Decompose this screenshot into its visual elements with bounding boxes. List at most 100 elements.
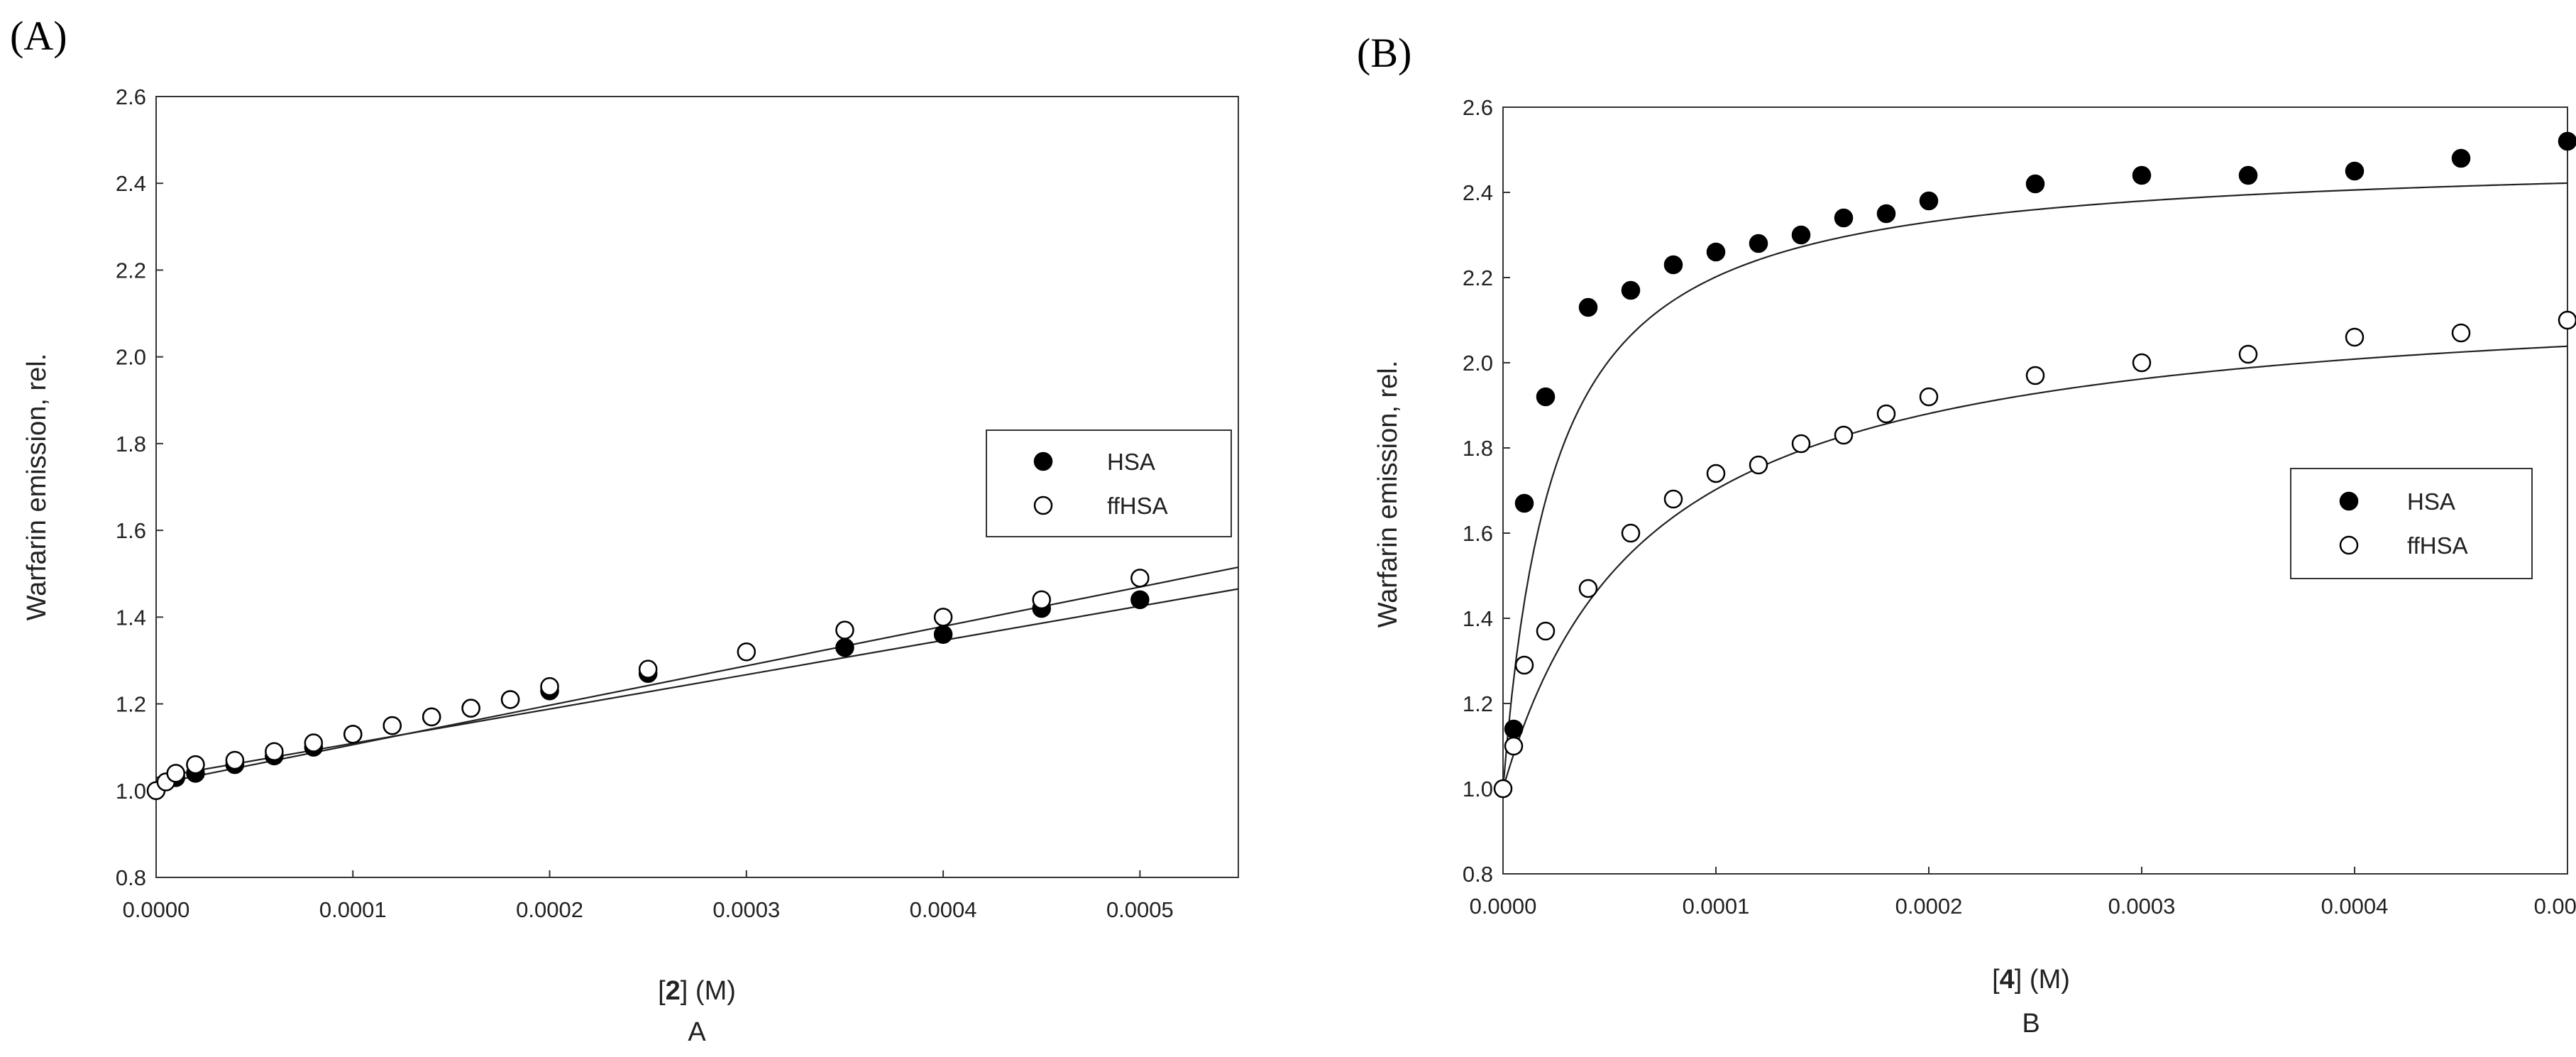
panel-a-ffhsa-point — [265, 742, 284, 762]
panel-b-hsa-point — [2558, 131, 2576, 151]
panel-a-ffhsa-fit-line — [155, 566, 1239, 785]
panel-b-hsa-point — [2345, 161, 2365, 181]
panel-b-x-axis-title: [4] (M) — [1992, 965, 2070, 995]
panel-b-x-tick-label: 0.0002 — [1895, 894, 1963, 919]
panel-a-hsa-point — [933, 625, 953, 645]
panel-a-y-tick-label: 1.6 — [116, 518, 146, 543]
panel-a-ffhsa-point — [500, 690, 520, 709]
panel-b-ffhsa-point — [1536, 621, 1556, 641]
panel-a-ffhsa-point — [1032, 590, 1051, 610]
panel-a-ffhsa-point — [382, 716, 402, 735]
panel-a-y-tick-label: 1.4 — [116, 605, 146, 630]
panel-a-ffhsa-point — [737, 642, 756, 662]
panel-a-legend-box — [986, 429, 1232, 537]
panel-a-y-tick-label: 2.4 — [116, 171, 146, 196]
panel-a-caption: A — [688, 1017, 706, 1047]
panel-b-y-tick-label: 0.8 — [1463, 862, 1493, 887]
panel-b-y-tick-label: 2.2 — [1463, 265, 1493, 290]
panel-a-y-tick-label: 2.2 — [116, 258, 146, 283]
panel-a-ffhsa-point — [933, 608, 953, 627]
panel-a-ffhsa-point — [638, 659, 658, 679]
panel-b-ffhsa-point — [1876, 404, 1896, 424]
panel-a-hsa-point — [835, 637, 854, 657]
panel-b-ffhsa-point — [1706, 464, 1726, 483]
panel-b-y-tick-label: 2.4 — [1463, 180, 1493, 205]
panel-a-label: (A) — [10, 13, 67, 59]
panel-b-ffhsa-point — [2451, 323, 2471, 343]
panel-b-legend: HSA ffHSA — [2290, 468, 2533, 579]
panel-a-y-tick-label: 0.8 — [116, 865, 146, 890]
panel-a-ffhsa-point — [1130, 569, 1150, 588]
panel-b-hsa-point — [1749, 234, 1768, 253]
panel-b-x-tick-label: 0.0004 — [2321, 894, 2389, 919]
panel-a-x-tick-label: 0.0000 — [123, 897, 190, 922]
panel-b-legend-ffhsa-marker — [2339, 535, 2359, 555]
panel-a-y-tick-label: 1.8 — [116, 432, 146, 456]
panel-b-ffhsa-point — [1493, 779, 1513, 799]
panel-b-y-tick-label: 1.2 — [1463, 691, 1493, 716]
panel-a-x-tick-label: 0.0005 — [1106, 897, 1174, 922]
panel-b-x-tick-label: 0.0005 — [2534, 894, 2576, 919]
panel-b-hsa-point — [1504, 719, 1524, 739]
panel-b-hsa-point — [2132, 165, 2152, 185]
panel-b-x-tick-label: 0.0001 — [1683, 894, 1750, 919]
panel-b-hsa-point — [1578, 297, 1598, 317]
panel-b-y-tick-label: 2.6 — [1463, 95, 1493, 120]
panel-b-ffhsa-point — [2345, 327, 2365, 347]
panel-b-ffhsa-point — [2558, 310, 2576, 330]
panel-a-legend-hsa-label: HSA — [1107, 449, 1155, 475]
panel-b-ffhsa-point — [1578, 579, 1598, 598]
panel-b-y-tick-label: 1.6 — [1463, 521, 1493, 546]
panel-b-hsa-point — [2025, 174, 2045, 194]
panel-b-caption: B — [2022, 1009, 2040, 1039]
panel-b-ffhsa-point — [1791, 434, 1811, 454]
panel-a-x-axis-title: [2] (M) — [658, 976, 736, 1006]
panel-a-x-tick-label: 0.0001 — [319, 897, 387, 922]
panel-b-hsa-point — [2451, 148, 2471, 168]
panel-b-ffhsa-point — [1919, 387, 1939, 407]
panel-a-ffhsa-point — [186, 755, 205, 774]
panel-b-ffhsa-point — [1514, 655, 1534, 675]
panel-a-ffhsa-point — [422, 707, 441, 727]
panel-a-x-tick-label: 0.0002 — [516, 897, 583, 922]
panel-b-x-tick-label: 0.0000 — [1470, 894, 1537, 919]
panel-b-y-tick-label: 1.0 — [1463, 777, 1493, 801]
panel-a-ffhsa-point — [304, 733, 324, 752]
panel-b-x-axis-compound: 4 — [2000, 965, 2015, 995]
panel-a-ffhsa-point — [225, 750, 245, 770]
panel-b-y-axis-title: Warfarin emission, rel. — [1373, 361, 1403, 628]
panel-b-label: (B) — [1357, 30, 1411, 76]
panel-b-hsa-point — [1621, 280, 1641, 300]
panel-a: (A) 0.8 1.0 1.2 1.4 1.6 1.8 2.0 2.2 2.4 2.6 0.000… — [10, 13, 1239, 1047]
panel-b-hsa-point — [1834, 208, 1854, 228]
panel-b-legend-box — [2290, 468, 2533, 579]
panel-b-y-tick-label: 2.0 — [1463, 351, 1493, 376]
panel-b-hsa-point — [1706, 242, 1726, 262]
panel-b-ffhsa-point — [1621, 523, 1641, 543]
panel-a-legend-hsa-marker — [1033, 451, 1053, 471]
panel-b-ffhsa-point — [2025, 366, 2045, 385]
panel-a-ffhsa-point — [166, 764, 185, 783]
panel-b-ffhsa-point — [1749, 455, 1768, 475]
panel-b-hsa-point — [2238, 165, 2258, 185]
panel-b-x-axis-unit: (M) — [2030, 965, 2070, 995]
panel-b-plot-frame — [1502, 106, 2568, 875]
panel-b-ffhsa-point — [2238, 344, 2258, 364]
panel-b-ffhsa-point — [1834, 425, 1854, 445]
panel-b-hsa-point — [1536, 387, 1556, 407]
panel-a-legend-ffhsa-marker — [1033, 495, 1053, 515]
panel-b-ffhsa-point — [1663, 489, 1683, 509]
panel-a-y-axis-title: Warfarin emission, rel. — [22, 354, 52, 621]
panel-b-ffhsa-point — [2132, 353, 2152, 373]
panel-b-legend-ffhsa-label: ffHSA — [2407, 532, 2468, 559]
panel-b-ffhsa-point — [1504, 736, 1524, 756]
panel-a-legend-ffhsa-label: ffHSA — [1107, 493, 1168, 519]
panel-a-legend: HSA ffHSA — [986, 429, 1232, 537]
panel-a-ffhsa-point — [835, 620, 854, 640]
panel-a-ffhsa-point — [540, 677, 559, 696]
panel-a-x-axis-unit: (M) — [695, 976, 736, 1006]
panel-a-ffhsa-point — [343, 725, 363, 744]
panel-b-hsa-point — [1919, 191, 1939, 211]
panel-a-x-tick-label: 0.0003 — [712, 897, 780, 922]
